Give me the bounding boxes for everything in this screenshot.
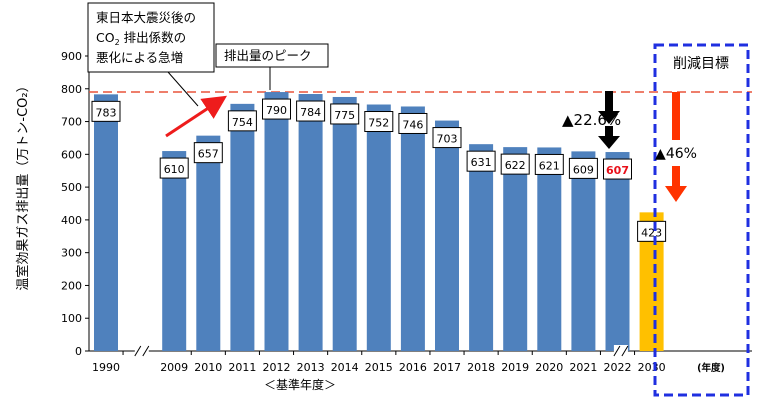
value-label-2020: 621 (539, 159, 560, 172)
value-label-2019: 622 (505, 159, 526, 172)
y-axis-label: 温室効果ガス排出量（万トン-CO₂） (15, 79, 31, 290)
value-label-box (364, 111, 394, 133)
base-year-label: ＜基準年度＞ (264, 377, 336, 392)
value-label-box (193, 142, 223, 164)
y-tick-label: 100 (61, 312, 82, 325)
x-tick-label-2017: 2017 (433, 361, 461, 374)
reduction-target-label: ▲46% (655, 146, 697, 162)
value-label-box (398, 112, 428, 134)
x-tick-label-2011: 2011 (228, 361, 256, 374)
x-tick-label-2016: 2016 (399, 361, 427, 374)
x-tick-label-2030: 2030 (638, 361, 666, 374)
y-tick-label: 200 (61, 279, 82, 292)
disaster-text-line1: 東日本大震災後の (96, 10, 196, 25)
value-label-1990: 783 (96, 106, 117, 119)
disaster-annotation: 東日本大震災後の CO2 排出係数の 悪化による急増 (87, 2, 215, 107)
value-label-2012: 790 (266, 104, 287, 117)
x-tick-label-2018: 2018 (467, 361, 495, 374)
value-label-box (262, 98, 291, 120)
value-label-box (432, 127, 462, 149)
value-label-box (534, 153, 564, 175)
bar-2017 (435, 120, 459, 351)
value-label-box (227, 110, 257, 132)
value-label-2018: 631 (471, 156, 492, 169)
value-label-2017: 703 (437, 133, 458, 146)
bar-2019 (503, 147, 528, 351)
value-label-2013: 784 (300, 106, 321, 119)
axis-break-mark (142, 345, 150, 357)
value-label-2011: 754 (232, 116, 253, 129)
value-label-box (637, 220, 667, 242)
x-tick-label-1990: 1990 (92, 361, 120, 374)
bar-2011 (230, 103, 255, 351)
axis-break-mark (134, 345, 142, 357)
y-tick-label: 700 (61, 116, 82, 129)
value-label-2014: 775 (334, 109, 355, 122)
year-unit-label: (年度) (697, 362, 725, 374)
axis-break-mark (621, 345, 629, 357)
target-frame (653, 43, 750, 397)
value-label-2016: 746 (402, 118, 423, 131)
y-ticks: 0 100 200 300 400 500 600 700 800 900 (61, 50, 89, 358)
value-label-box (296, 100, 326, 122)
bar-2016 (400, 106, 425, 351)
x-tick-label-2012: 2012 (263, 361, 291, 374)
x-tick-label-2015: 2015 (365, 361, 393, 374)
x-tick-label-2019: 2019 (501, 361, 529, 374)
value-label-box (603, 158, 632, 180)
x-tick-label-2021: 2021 (569, 361, 597, 374)
value-label-box (91, 100, 121, 122)
value-label-box (330, 103, 360, 125)
axis-break-mark (613, 345, 621, 357)
y-tick-label: 800 (61, 83, 82, 96)
value-label-2010: 657 (198, 148, 219, 161)
x-tick-label-2020: 2020 (535, 361, 563, 374)
y-tick-label: 500 (61, 181, 82, 194)
x-tick-labels: 1990 2009 2010 2011 2012 2013 2014 2015 2016 2017… (92, 351, 666, 374)
value-label-2022: 607 (606, 164, 629, 177)
reduction-target-arrow (665, 92, 687, 202)
bar-2018 (469, 144, 494, 351)
bar-2012 (264, 92, 289, 352)
value-label-box (568, 157, 598, 179)
value-label-2030: 423 (641, 226, 662, 239)
bar-2015 (366, 104, 391, 351)
reduction-2022-arrow (598, 91, 620, 149)
bar-2013 (298, 94, 323, 352)
target-title: 削減目標 (673, 55, 729, 72)
value-label-2015: 752 (368, 117, 389, 130)
axis-break-gap (134, 345, 149, 357)
bar-1990 (94, 94, 118, 351)
y-tick-label: 0 (75, 345, 82, 358)
peak-text: 排出量のピーク (224, 48, 312, 63)
y-tick-label: 900 (61, 50, 82, 63)
x-tick-label-2013: 2013 (297, 361, 325, 374)
axis-break-gap (613, 345, 628, 357)
bar-2010 (196, 135, 221, 351)
rising-arrow (165, 95, 228, 138)
bar-2014 (332, 96, 357, 351)
value-label-box (500, 153, 530, 175)
x-tick-label-2014: 2014 (331, 361, 359, 374)
value-label-2021: 609 (573, 163, 594, 176)
value-label-box (159, 157, 189, 179)
bar-2022 (605, 152, 630, 351)
x-tick-label-2009: 2009 (160, 361, 188, 374)
y-tick-label: 600 (61, 148, 82, 161)
disaster-text-line3: 悪化による急増 (96, 50, 183, 65)
axis-breaks (134, 345, 629, 357)
bars: 783 610 657 754 790 784 775 752 746 703 631 622 621 6… (91, 92, 667, 352)
bar-2009 (162, 151, 187, 351)
disaster-text-line2: CO2 排出係数の (96, 30, 186, 47)
bar-2021 (571, 151, 596, 351)
peak-annotation: 排出量のピーク (215, 43, 329, 90)
value-label-box (466, 150, 496, 172)
value-label-2009: 610 (164, 163, 185, 176)
y-tick-label: 300 (61, 247, 82, 260)
bar-2020 (537, 147, 562, 351)
x-tick-label-2022: 2022 (604, 361, 632, 374)
x-tick-label-2010: 2010 (194, 361, 222, 374)
y-tick-label: 400 (61, 214, 82, 227)
